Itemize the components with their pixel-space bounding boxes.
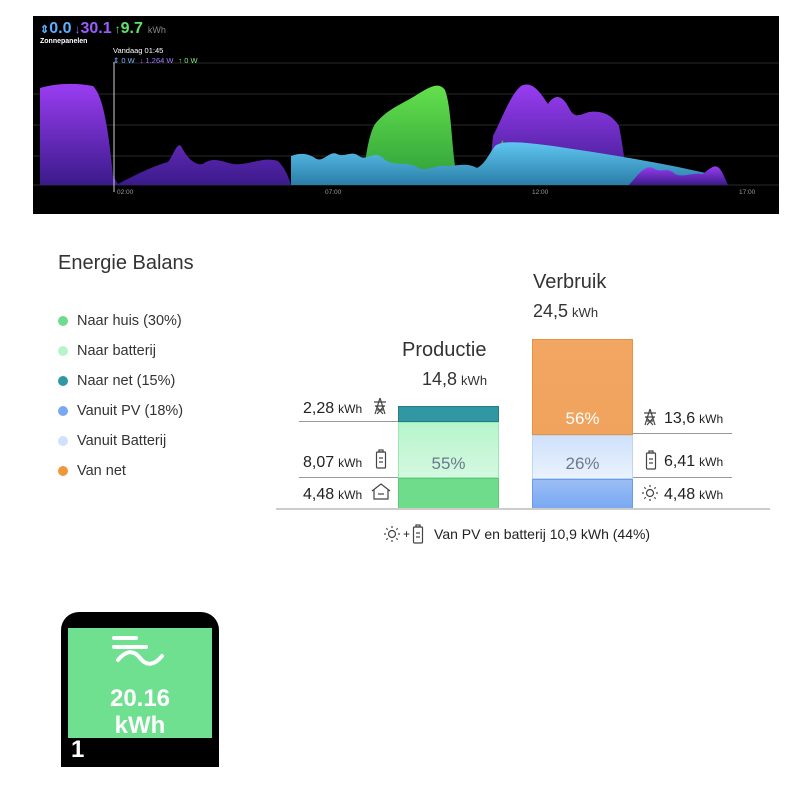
graph-totals: ⇕0.0 ↓30.1 ↑9.7 kWh <box>40 20 166 39</box>
legend-dot <box>58 376 68 386</box>
divider-line <box>299 421 398 422</box>
legend-item-vanuit-pv[interactable]: Vanuit PV (18%) <box>58 396 183 426</box>
production-total: 14,8 kWh <box>422 369 488 389</box>
x-tick-label: 17:00 <box>739 189 756 196</box>
x-axis-ticks: 02:00 07:00 12:00 17:00 <box>117 189 756 196</box>
consumption-grid-percent: 56% <box>565 409 600 428</box>
energy-balance-title: Energie Balans <box>58 252 194 274</box>
legend-item-naar-huis[interactable]: Naar huis (30%) <box>58 306 183 336</box>
battery-area <box>291 142 728 185</box>
legend-label: Naar batterij <box>77 343 156 359</box>
cursor-import-value: ↓ 1.264 W <box>139 56 174 65</box>
divider-line <box>299 477 398 478</box>
legend-dot <box>58 466 68 476</box>
legend-label: Vanuit Batterij <box>77 433 167 449</box>
legend-item-vanuit-batterij[interactable]: Vanuit Batterij <box>58 426 183 456</box>
legend-label: Vanuit PV (18%) <box>77 403 184 419</box>
graph-subtitle: Zonnepanelen <box>40 38 88 45</box>
self-sufficiency-summary: + Van PV en batterij 10,9 kWh (44%) <box>383 524 650 544</box>
cursor-tooltip: Vandaag 01:45 ⇕ 0 W ↓ 1.264 W ↑ 0 W <box>113 46 198 66</box>
divider-line <box>633 433 732 434</box>
grid-import-tail <box>629 166 728 185</box>
grid-import-area <box>40 83 291 185</box>
consumption-title: Verbruik <box>533 271 607 293</box>
cursor-export-value: ↑ 0 W <box>178 56 198 65</box>
meter-tile[interactable]: 20.16 kWh 1 <box>61 612 219 767</box>
summary-text: Van PV en batterij 10,9 kWh (44%) <box>434 526 651 542</box>
legend-item-van-net[interactable]: Van net <box>58 456 183 486</box>
total-import: ↓30.1 <box>74 20 112 37</box>
production-home-value: 4,48 kWh <box>303 486 363 503</box>
legend-dot <box>58 436 68 446</box>
energy-graph-card: 02:00 07:00 12:00 17:00 ⇕0.0 ↓30.1 ↑9.7 … <box>33 16 779 214</box>
home-icon <box>371 483 391 500</box>
battery-icon <box>412 524 424 544</box>
consumption-grid-segment[interactable] <box>532 339 633 435</box>
battery-icon <box>645 450 657 470</box>
grid-pylon-icon <box>374 397 386 415</box>
consumption-battery-segment[interactable] <box>532 435 633 479</box>
battery-icon <box>375 449 387 469</box>
meter-value: 20.16 kWh <box>109 685 171 739</box>
consumption-total: 24,5 kWh <box>533 301 599 321</box>
balance-baseline <box>276 508 770 510</box>
legend-dot <box>58 316 68 326</box>
balance-legend: Naar huis (30%) Naar batterij Naar net (… <box>58 306 183 486</box>
cursor-battery-value: ⇕ 0 W <box>113 56 135 65</box>
consumption-self-percent: 26% <box>565 454 600 473</box>
consumption-pv-value: 4,48 kWh <box>664 486 724 503</box>
sun-icon <box>384 526 400 542</box>
sun-icon <box>642 485 658 501</box>
grid-pylon-icon <box>644 408 656 426</box>
total-battery: ⇕0.0 <box>40 20 72 37</box>
x-tick-label: 02:00 <box>117 189 134 196</box>
solar-export-area <box>363 85 509 185</box>
wind-icon <box>112 636 164 666</box>
plus-icon: + <box>403 527 411 541</box>
production-home-segment[interactable] <box>398 478 499 509</box>
legend-dot <box>58 406 68 416</box>
legend-label: Van net <box>77 463 126 479</box>
meter-display: 20.16 kWh <box>68 628 212 739</box>
x-tick-label: 12:00 <box>532 189 549 196</box>
total-export: ↑9.7 <box>114 20 143 37</box>
x-tick-label: 07:00 <box>325 189 342 196</box>
energy-area-chart[interactable]: 02:00 07:00 12:00 17:00 <box>33 16 779 214</box>
production-percent: 55% <box>431 454 466 473</box>
cursor-time: Vandaag 01:45 <box>113 46 164 55</box>
production-net-value: 2,28 kWh <box>303 400 363 417</box>
legend-label: Naar huis (30%) <box>77 313 182 329</box>
legend-dot <box>58 346 68 356</box>
consumption-grid-value: 13,6 kWh <box>664 410 724 427</box>
consumption-battery-value: 6,41 kWh <box>664 453 724 470</box>
production-title: Productie <box>402 339 487 361</box>
totals-unit: kWh <box>147 25 166 35</box>
production-net-segment[interactable] <box>398 406 499 422</box>
legend-item-naar-batterij[interactable]: Naar batterij <box>58 336 183 366</box>
meter-index: 1 <box>71 736 85 763</box>
production-battery-value: 8,07 kWh <box>303 454 363 471</box>
consumption-pv-segment[interactable] <box>532 479 633 509</box>
production-battery-segment[interactable] <box>398 422 499 478</box>
legend-item-naar-net[interactable]: Naar net (15%) <box>58 366 183 396</box>
legend-label: Naar net (15%) <box>77 373 176 389</box>
divider-line <box>633 477 732 478</box>
